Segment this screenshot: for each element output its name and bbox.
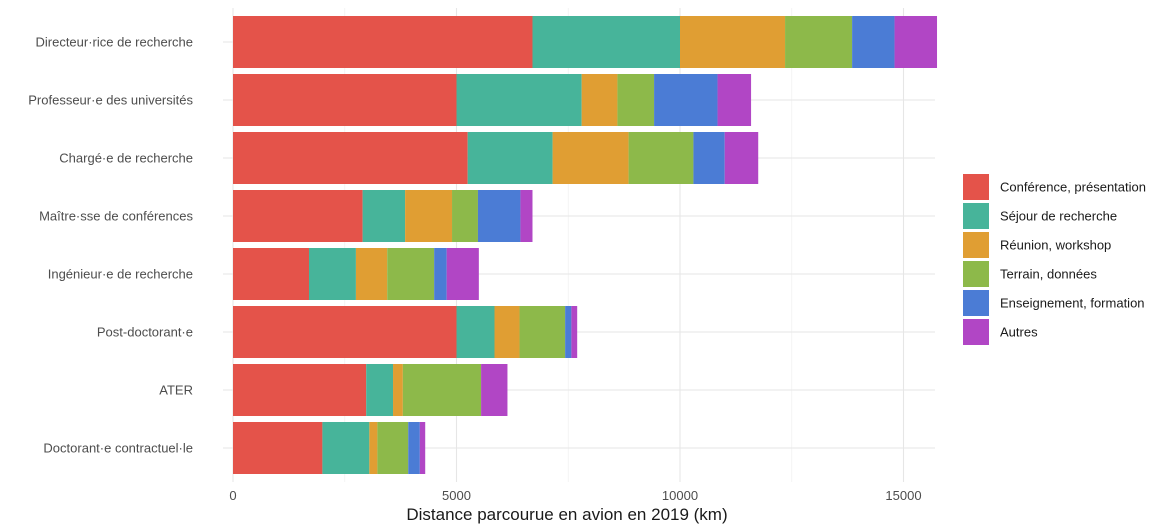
bar-segment xyxy=(532,16,680,68)
x-tick-label: 5000 xyxy=(442,488,471,503)
bar-segment xyxy=(717,74,752,126)
bar-segment xyxy=(308,248,356,300)
legend-label: Enseignement, formation xyxy=(1000,296,1145,311)
bar-segment xyxy=(477,190,521,242)
bar-segment xyxy=(456,306,495,358)
bar-segment xyxy=(387,248,435,300)
y-tick-label: Chargé·e de recherche xyxy=(59,151,193,166)
bars xyxy=(233,16,938,474)
bar-segment xyxy=(233,74,457,126)
bar-segment xyxy=(402,364,482,416)
bar-segment xyxy=(233,364,367,416)
legend-swatch xyxy=(963,203,989,229)
bar-segment xyxy=(456,74,582,126)
bar-segment xyxy=(233,306,457,358)
y-tick-label: Post-doctorant·e xyxy=(97,325,193,340)
legend-label: Autres xyxy=(1000,325,1038,340)
bar-segment xyxy=(581,74,618,126)
bar-segment xyxy=(362,190,406,242)
bar-segment xyxy=(405,190,453,242)
bar-segment xyxy=(520,190,533,242)
bar-segment xyxy=(481,364,508,416)
legend-label: Réunion, workshop xyxy=(1000,238,1111,253)
bar-segment xyxy=(693,132,725,184)
legend-swatch xyxy=(963,174,989,200)
bar-segment xyxy=(322,422,370,474)
legend-swatch xyxy=(963,232,989,258)
x-axis-label: Distance parcourue en avion en 2019 (km) xyxy=(406,505,727,524)
y-tick-label: Maître·sse de conférences xyxy=(39,209,193,224)
x-tick-label: 0 xyxy=(229,488,236,503)
bar-segment xyxy=(419,422,426,474)
bar-segment xyxy=(233,422,323,474)
bar-segment xyxy=(452,190,478,242)
bar-segment xyxy=(785,16,853,68)
bar-segment xyxy=(369,422,378,474)
bar-segment xyxy=(852,16,895,68)
bar-segment xyxy=(680,16,786,68)
bar-segment xyxy=(552,132,629,184)
bar-segment xyxy=(355,248,388,300)
x-tick-label: 10000 xyxy=(662,488,698,503)
legend-label: Séjour de recherche xyxy=(1000,209,1117,224)
bar-segment xyxy=(408,422,420,474)
legend-label: Conférence, présentation xyxy=(1000,180,1146,195)
legend-swatch xyxy=(963,261,989,287)
bar-segment xyxy=(724,132,759,184)
legend-swatch xyxy=(963,319,989,345)
bar-segment xyxy=(446,248,479,300)
bar-segment xyxy=(393,364,403,416)
y-tick-labels: Directeur·rice de recherche Professeur·e … xyxy=(28,35,193,456)
bar-segment xyxy=(571,306,578,358)
x-tick-label: 15000 xyxy=(885,488,921,503)
bar-segment xyxy=(233,132,468,184)
y-tick-label: Professeur·e des universités xyxy=(28,93,193,108)
y-tick-label: ATER xyxy=(159,383,193,398)
bar-segment xyxy=(377,422,409,474)
bar-segment xyxy=(628,132,694,184)
y-tick-label: Doctorant·e contractuel·le xyxy=(43,441,193,456)
bar-segment xyxy=(654,74,718,126)
bar-segment xyxy=(467,132,553,184)
bar-segment xyxy=(617,74,655,126)
bar-segment xyxy=(233,16,533,68)
y-tick-label: Ingénieur·e de recherche xyxy=(48,267,193,282)
legend: Conférence, présentation Séjour de recher… xyxy=(963,174,1146,345)
bar-segment xyxy=(494,306,520,358)
bar-segment xyxy=(233,248,309,300)
bar-segment xyxy=(366,364,394,416)
legend-label: Terrain, données xyxy=(1000,267,1097,282)
x-tick-labels: 0 5000 10000 15000 xyxy=(229,488,921,503)
y-tick-label: Directeur·rice de recherche xyxy=(35,35,193,50)
bar-segment xyxy=(233,190,363,242)
bar-segment xyxy=(519,306,566,358)
bar-segment xyxy=(894,16,938,68)
legend-swatch xyxy=(963,290,989,316)
bar-segment xyxy=(434,248,447,300)
bar-segment xyxy=(565,306,572,358)
